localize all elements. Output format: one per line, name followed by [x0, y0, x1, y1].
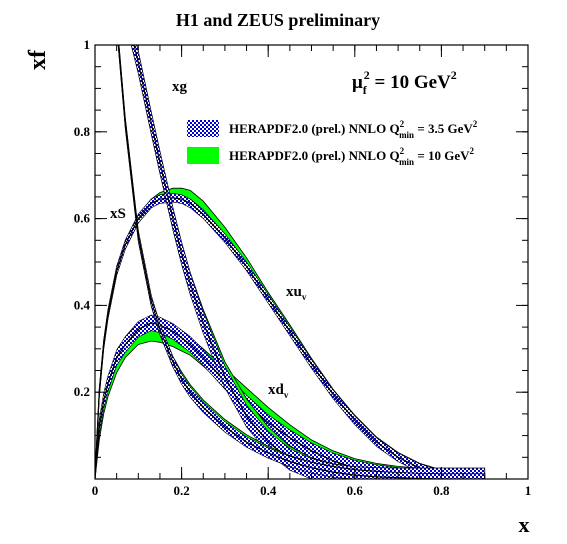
y-tick-label: 0.8 [74, 124, 91, 139]
x-tick-label: 0.8 [433, 483, 450, 498]
y-axis-label: xf [25, 49, 51, 70]
x-tick-label: 0.2 [173, 483, 189, 498]
x-axis-label: x [519, 512, 530, 537]
plot-frame [94, 44, 529, 480]
curve-label-xuv: xuv [286, 284, 307, 302]
central-line-xS [117, 45, 485, 479]
band-3p5gev-xg [130, 45, 485, 479]
y-tick-label: 0.6 [74, 211, 91, 226]
y-tick-label: 1 [84, 37, 91, 52]
x-tick-label: 0.4 [260, 483, 277, 498]
central-line-xuv [95, 197, 485, 479]
y-tick-label: 0.4 [74, 297, 91, 312]
x-tick-label: 0.6 [347, 483, 364, 498]
curve-label-xdv: xdv [268, 382, 289, 400]
curve-label-sub: v [284, 390, 289, 400]
legend-swatch-2 [187, 147, 219, 164]
central-line-xg [133, 45, 485, 479]
legend-label-1: HERAPDF2.0 (prel.) NNLO Q2 min = 3.5 GeV2 [229, 119, 478, 140]
band-3p5gev-xdv [95, 314, 485, 479]
x-tick-label: 0 [92, 483, 99, 498]
y-tick-label: 0.2 [74, 384, 90, 399]
x-tick-label: 1 [525, 483, 532, 498]
chart-title: H1 and ZEUS preliminary [176, 10, 380, 30]
legend-swatch-1 [187, 120, 219, 137]
legend-label-2: HERAPDF2.0 (prel.) NNLO Q2 min = 10 GeV2 [229, 146, 475, 167]
curve-label-sub: v [302, 292, 307, 302]
y-axis-label-text: xf [25, 49, 51, 70]
scale-annotation: μ2 f = 10 GeV2 [352, 68, 457, 97]
curve-label-xg: xg [172, 79, 188, 95]
curve-label-xS: xS [110, 206, 126, 222]
band-3p5gev-xS [117, 45, 485, 479]
